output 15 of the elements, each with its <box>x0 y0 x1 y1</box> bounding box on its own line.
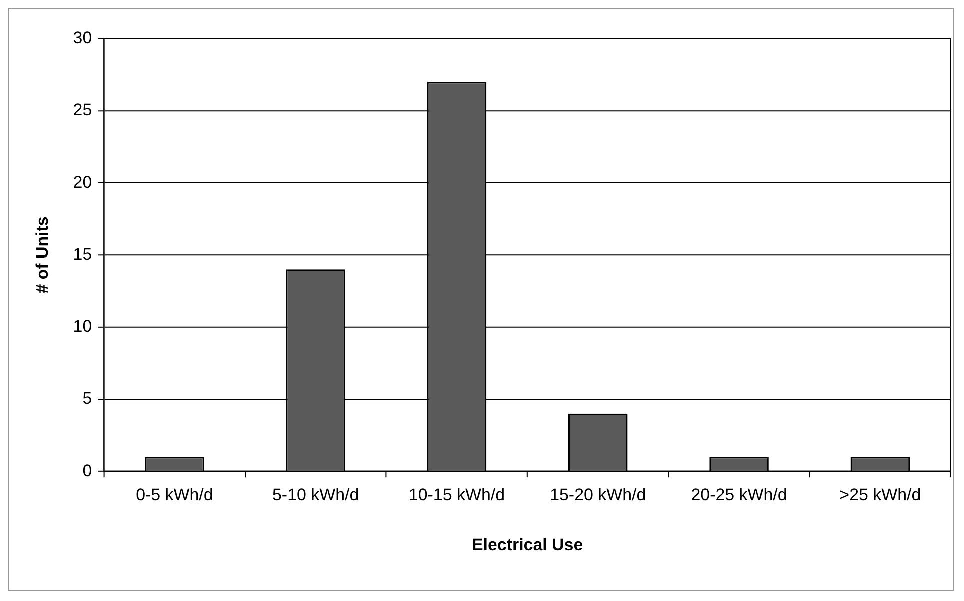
y-tick-label: 20 <box>73 172 92 192</box>
y-tick-label: 0 <box>82 461 92 480</box>
y-tick-label: 10 <box>73 317 92 336</box>
x-tick-label: 20-25 kWh/d <box>691 485 788 504</box>
y-tick-label: 30 <box>73 28 92 48</box>
y-axis-title: # of Units <box>32 216 52 294</box>
x-tick-label: 15-20 kWh/d <box>550 485 646 504</box>
x-tick-label: >25 kWh/d <box>840 485 922 504</box>
y-tick-label: 15 <box>73 244 92 264</box>
x-tick-label: 0-5 kWh/d <box>136 485 214 504</box>
y-tick-label: 25 <box>73 100 92 120</box>
x-axis-title: Electrical Use <box>472 536 584 555</box>
x-tick-label: 10-15 kWh/d <box>408 485 506 504</box>
x-tick-label: 5-10 kWh/d <box>272 485 360 504</box>
y-tick-label: 5 <box>82 389 92 408</box>
